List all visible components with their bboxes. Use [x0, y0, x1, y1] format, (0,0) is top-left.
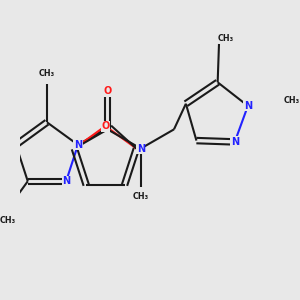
Text: CH₃: CH₃: [284, 95, 300, 104]
Text: CH₃: CH₃: [0, 216, 16, 225]
Text: CH₃: CH₃: [39, 69, 55, 78]
Text: O: O: [103, 86, 112, 96]
Text: N: N: [244, 101, 252, 111]
Text: CH₃: CH₃: [218, 34, 234, 43]
Text: N: N: [231, 137, 239, 147]
Text: N: N: [74, 140, 82, 150]
Text: O: O: [101, 121, 110, 131]
Text: CH₃: CH₃: [133, 192, 149, 201]
Text: N: N: [137, 144, 145, 154]
Text: N: N: [62, 176, 70, 186]
